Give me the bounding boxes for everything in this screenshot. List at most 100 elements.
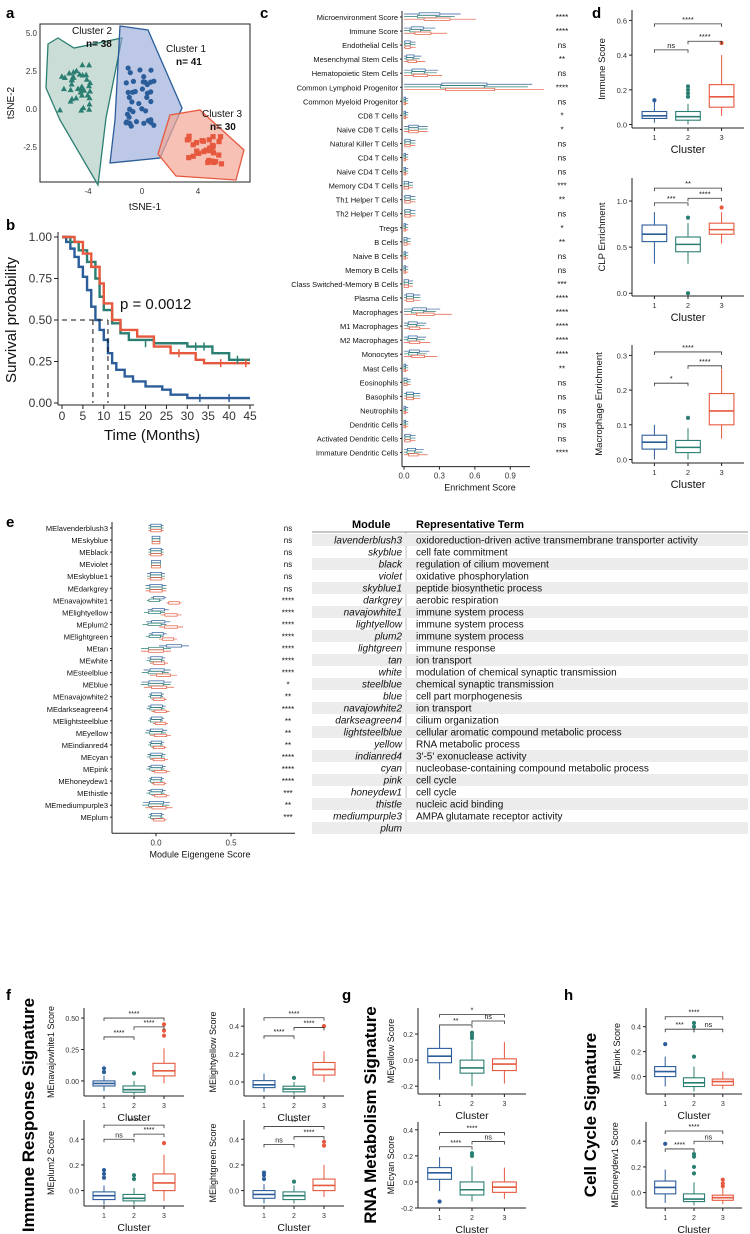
box-outlier	[663, 1141, 668, 1146]
tsne-point-cluster-2	[79, 72, 86, 78]
table-module-name: blue	[383, 692, 402, 703]
pc-box	[407, 335, 418, 339]
box-ytick-label: 0.0	[229, 1080, 239, 1087]
sig-bracket-label: **	[291, 1119, 297, 1126]
pc-significance: ns	[558, 97, 566, 106]
box-ytick-label: 0.6	[617, 16, 627, 25]
sig-bracket-label: ****	[144, 1020, 155, 1027]
box-xtick-label: 1	[663, 1101, 667, 1108]
pc-box	[406, 394, 414, 398]
pe-box	[150, 752, 163, 756]
tsne-point-cluster-2	[86, 94, 93, 101]
pc-significance: ns	[558, 210, 566, 219]
box-xtick-label: 3	[502, 1215, 506, 1222]
pa-ytick: -2.5	[23, 143, 37, 152]
pe-row-label: MEcyan	[81, 753, 108, 762]
pe-box	[150, 788, 163, 793]
pc-significance: **	[559, 238, 565, 247]
box-outlier	[131, 1173, 137, 1178]
pc-box	[403, 408, 406, 412]
pc-significance: ****	[556, 449, 568, 458]
box-outlier	[691, 1151, 697, 1157]
box-outlier	[321, 1139, 327, 1144]
pe-significance: ns	[284, 548, 292, 557]
table-representative-term: chemical synaptic transmission	[416, 680, 554, 691]
panel-label-f: f	[6, 987, 12, 1004]
tsne-point-cluster-1	[142, 79, 148, 85]
module-term-table: angiogenesis Module Representative Term …	[312, 519, 748, 835]
pc-significance: ns	[558, 420, 566, 429]
pc-row-label: Th1 Helper T Cells	[336, 196, 398, 205]
pc-box	[423, 17, 451, 21]
tsne-point-cluster-1	[130, 109, 136, 115]
box-ytick-label: -0.2	[401, 1084, 413, 1091]
pe-box	[149, 572, 163, 576]
tsne-point-cluster-2	[79, 61, 86, 68]
tsne-point-cluster-1	[129, 89, 136, 95]
pe-box	[152, 757, 166, 762]
pe-box	[151, 632, 164, 636]
table-representative-term: nucleic acid binding	[416, 800, 503, 811]
pe-box	[149, 577, 163, 581]
box-xtick-label: 1	[663, 1215, 667, 1222]
pc-row-label: Microenvironment Score	[317, 13, 398, 22]
box-xlabel: Cluster	[277, 1112, 311, 1124]
sig-bracket-label: ****	[674, 1142, 685, 1149]
pc-significance: **	[559, 55, 565, 64]
box-xtick-label: 3	[322, 1213, 326, 1220]
sig-bracket	[439, 1024, 473, 1028]
box-ytick-label: 0.2	[631, 1165, 641, 1172]
pe-box	[150, 704, 163, 708]
tsne-point-cluster-3	[193, 140, 200, 146]
box-outlier	[161, 1141, 167, 1146]
pe-row-label: MEpink	[83, 765, 108, 774]
sig-bracket-label: ****	[304, 1021, 315, 1028]
pc-box	[408, 124, 419, 128]
cluster-3-label: Cluster 3	[202, 109, 242, 120]
tsne-point-cluster-3	[205, 159, 211, 166]
box-outlier	[663, 1042, 668, 1047]
tsne-point-cluster-1	[141, 120, 147, 126]
pc-box	[403, 96, 406, 100]
box-outlier	[161, 1028, 167, 1033]
table-representative-term: immune response	[416, 644, 496, 655]
box-ylabel: Immune Score	[597, 38, 608, 100]
pc-box	[407, 338, 417, 342]
pe-xtick-label: 0.0	[150, 838, 162, 847]
pc-box	[408, 130, 419, 134]
pe-box	[150, 523, 162, 527]
pe-box	[149, 707, 162, 711]
tsne-point-cluster-1	[137, 67, 143, 73]
pc-box	[403, 284, 409, 288]
pc-significance: ****	[556, 336, 568, 345]
pb-xtick-label: 20	[139, 409, 153, 423]
pc-box	[404, 214, 411, 218]
pc-box	[412, 73, 429, 77]
pc-row-label: Natural Killer T Cells	[330, 139, 398, 148]
pc-box	[405, 57, 414, 61]
tsne-point-cluster-3	[218, 161, 225, 167]
pc-significance: ns	[558, 69, 566, 78]
pc-box	[406, 397, 414, 401]
table-representative-term: peptide biosynthetic process	[416, 584, 542, 595]
box-xlabel: Cluster	[677, 1224, 711, 1234]
cluster-2-n: n= 38	[86, 39, 112, 50]
pc-box	[403, 186, 409, 190]
pc-row-label: M1 Macrophages	[340, 322, 398, 331]
box-outlier	[691, 1171, 697, 1176]
box-outlier	[720, 1181, 725, 1186]
tsne-point-cluster-2	[68, 81, 75, 87]
table-module-name: steelblue	[362, 680, 402, 691]
pe-row-label: MElightgreen	[64, 632, 108, 641]
pe-box	[150, 550, 162, 554]
tsne-point-cluster-1	[151, 122, 157, 128]
pc-box	[404, 200, 411, 204]
pc-xlabel: Enrichment Score	[444, 483, 516, 493]
pc-significance: ****	[556, 13, 568, 22]
pc-significance: ***	[557, 182, 566, 191]
cluster-1-n: n= 41	[176, 57, 202, 68]
tsne-point-cluster-2	[78, 92, 85, 98]
pe-row-label: MEhoneydew1	[58, 777, 108, 786]
box-xtick-label: 1	[262, 1103, 266, 1110]
sig-bracket-label: ****	[450, 1140, 461, 1147]
